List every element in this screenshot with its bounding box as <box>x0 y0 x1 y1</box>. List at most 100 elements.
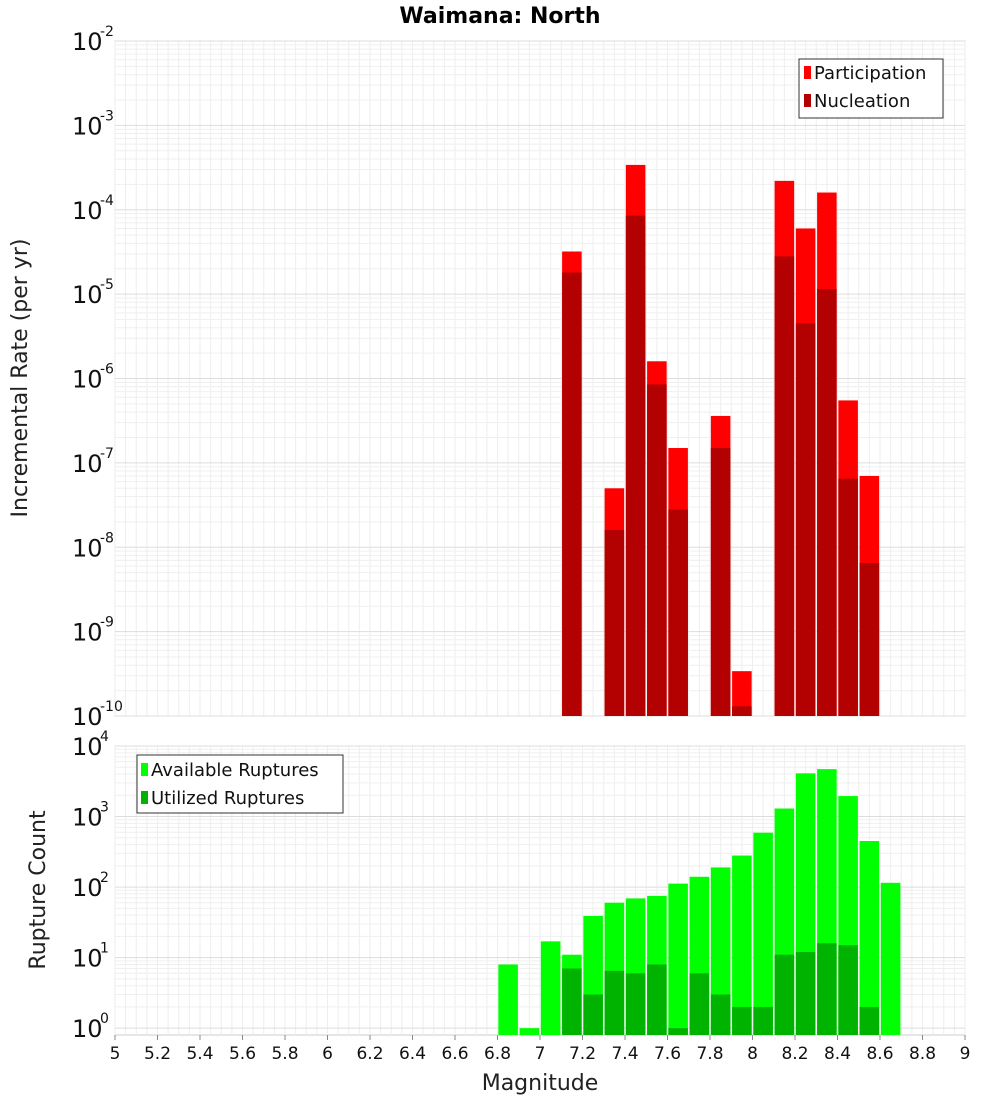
y-tick-label: 10 <box>72 804 103 832</box>
x-tick-label: 5.2 <box>144 1044 171 1064</box>
rate-a-bar <box>732 671 752 716</box>
rate-b-bar <box>838 478 858 716</box>
y-tick-label: 10 <box>72 450 103 478</box>
count-b-bar <box>583 994 603 1035</box>
y-tick-label: 10 <box>72 28 103 56</box>
x-tick-label: 6.8 <box>484 1044 511 1064</box>
count-b-bar <box>817 943 837 1035</box>
rate-b-bar <box>710 448 731 716</box>
x-tick-label: 6 <box>322 1044 333 1064</box>
x-tick-label: 5.8 <box>271 1044 298 1064</box>
y-tick-label: 10 <box>72 534 103 562</box>
bottom-bars <box>498 769 901 1035</box>
rate-b-bar <box>562 272 582 716</box>
legend-label-available: Available Ruptures <box>151 760 319 781</box>
x-ticks: 5 5.2 5.4 5.6 5.8 6 6.2 6.4 6.6 6.8 7 7.2 7.4 7.6 7.8 8… <box>110 1035 971 1064</box>
y-tick-exponent: 0 <box>100 1011 109 1027</box>
count-b-bar <box>604 970 625 1035</box>
y-tick-label: 10 <box>72 703 103 731</box>
y-tick-label: 10 <box>72 619 103 647</box>
x-tick-label: 6.6 <box>441 1044 468 1064</box>
y-tick-label: 10 <box>72 366 103 394</box>
y-tick-exponent: -10 <box>100 699 123 715</box>
x-tick-label: 8.6 <box>866 1044 893 1064</box>
count-a-bar <box>880 882 901 1035</box>
top-legend-box <box>798 58 944 119</box>
y-tick-exponent: -8 <box>100 530 114 546</box>
y-tick-exponent: 3 <box>100 800 109 816</box>
y-tick-label: 10 <box>72 874 103 902</box>
rate-b-bar <box>817 289 837 716</box>
count-b-bar <box>838 945 858 1035</box>
chart-title: Waimana: North <box>399 4 600 29</box>
count-b-bar <box>668 1028 688 1035</box>
x-tick-label: 8 <box>747 1044 758 1064</box>
y-tick-label: 10 <box>72 733 103 761</box>
count-b-bar <box>647 964 667 1035</box>
x-tick-label: 5 <box>110 1044 121 1064</box>
count-b-bar <box>625 973 646 1035</box>
y-tick-exponent: -4 <box>100 193 114 209</box>
rate-b-bar <box>604 530 625 716</box>
x-tick-label: 7 <box>535 1044 546 1064</box>
top-y-axis-label: Incremental Rate (per yr) <box>8 239 33 518</box>
count-a-bar <box>732 855 752 1035</box>
rate-b-bar <box>774 256 795 716</box>
x-tick-label: 8.2 <box>781 1044 808 1064</box>
legend-label-nucleation: Nucleation <box>814 91 910 112</box>
y-tick-exponent: 1 <box>100 941 109 957</box>
x-tick-label: 5.6 <box>229 1044 256 1064</box>
count-b-bar <box>795 952 816 1035</box>
count-b-bar <box>732 1006 752 1035</box>
x-tick-label: 7.8 <box>696 1044 723 1064</box>
top-legend: Participation Nucleation <box>798 58 944 119</box>
legend-label-utilized: Utilized Ruptures <box>151 788 304 809</box>
y-tick-label: 10 <box>72 112 103 140</box>
count-a-bar <box>540 941 561 1035</box>
count-b-bar <box>562 968 582 1035</box>
bottom-y-axis-label: Rupture Count <box>26 810 51 970</box>
count-b-bar <box>710 994 731 1035</box>
y-tick-exponent: -7 <box>100 446 114 462</box>
y-tick-label: 10 <box>72 1015 103 1043</box>
rate-b-bar <box>647 384 667 716</box>
y-tick-label: 10 <box>72 197 103 225</box>
legend-label-participation: Participation <box>814 63 926 84</box>
x-tick-label: 7.2 <box>569 1044 596 1064</box>
rate-b-bar <box>668 509 688 716</box>
legend-swatch-participation <box>804 66 811 79</box>
top-bars <box>562 164 880 717</box>
y-tick-exponent: -5 <box>100 277 114 293</box>
x-axis-label: Magnitude <box>482 1071 599 1096</box>
legend-swatch-nucleation <box>804 94 811 107</box>
legend-swatch-available <box>141 763 148 776</box>
count-b-bar <box>774 954 795 1035</box>
rate-b-bar <box>795 323 816 716</box>
x-tick-label: 8.8 <box>909 1044 936 1064</box>
count-b-bar <box>859 1006 880 1035</box>
rate-b-bar <box>732 706 752 716</box>
rate-b-bar <box>859 563 880 716</box>
count-a-bar <box>710 867 731 1035</box>
y-tick-label: 10 <box>72 945 103 973</box>
y-tick-label: 10 <box>72 281 103 309</box>
y-tick-exponent: -6 <box>100 362 114 378</box>
x-tick-label: 5.4 <box>186 1044 213 1064</box>
x-tick-label: 6.2 <box>356 1044 383 1064</box>
x-tick-label: 9 <box>960 1044 971 1064</box>
count-a-bar <box>498 964 518 1035</box>
y-tick-exponent: -3 <box>100 108 114 124</box>
x-tick-label: 6.4 <box>399 1044 426 1064</box>
bottom-legend: Available Ruptures Utilized Ruptures <box>136 754 344 814</box>
y-tick-exponent: -9 <box>100 615 114 631</box>
count-b-bar <box>753 1006 773 1035</box>
bottom-legend-box <box>136 754 344 814</box>
count-a-bar <box>668 883 688 1035</box>
top-gridlines <box>114 40 966 717</box>
count-a-bar <box>753 832 773 1035</box>
